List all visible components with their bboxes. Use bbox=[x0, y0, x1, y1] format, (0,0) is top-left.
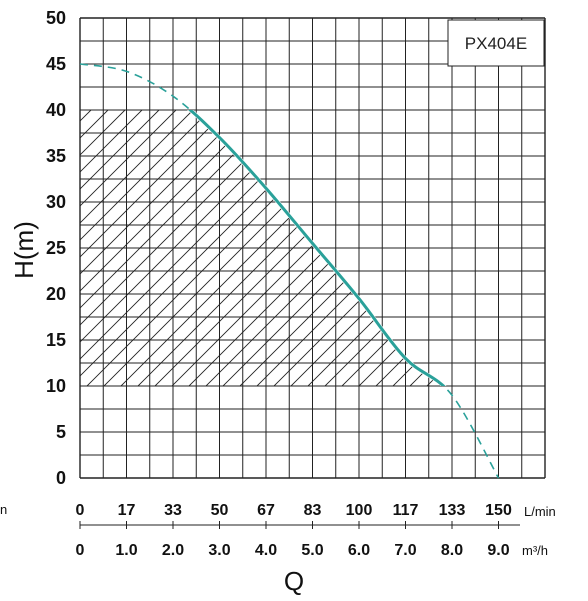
y-tick-label: 35 bbox=[46, 146, 66, 166]
x-unit-lmin: L/min bbox=[524, 504, 556, 519]
y-tick-label: 25 bbox=[46, 238, 66, 258]
hatch-line bbox=[80, 110, 279, 386]
x-tick-label-m3h: 7.0 bbox=[394, 542, 416, 559]
hatch-line bbox=[80, 110, 143, 386]
hatch-line bbox=[80, 110, 194, 386]
x-tick-label-lmin: 117 bbox=[393, 502, 419, 519]
y-tick-label: 15 bbox=[46, 330, 66, 350]
legend-box bbox=[447, 19, 545, 67]
legend: PX404E bbox=[447, 19, 545, 67]
x-tick-label-m3h: 8.0 bbox=[441, 542, 463, 559]
y-axis-title: H(m) bbox=[9, 221, 39, 279]
x-tick-label-lmin: 133 bbox=[439, 502, 466, 519]
x-tick-label-m3h: 2.0 bbox=[162, 542, 184, 559]
y-tick-label: 0 bbox=[56, 468, 66, 488]
x-unit-m3h: m³/h bbox=[522, 543, 548, 558]
x-tick-label-lmin: 0 bbox=[76, 502, 85, 519]
y-tick-label: 45 bbox=[46, 54, 66, 74]
x-tick-label-m3h: 3.0 bbox=[208, 542, 230, 559]
hatch-line bbox=[80, 110, 245, 386]
x-tick-label-lmin: 83 bbox=[304, 502, 322, 519]
y-tick-label: 20 bbox=[46, 284, 66, 304]
y-tick-labels: 0 5 10 15 20 25 30 35 40 45 50 bbox=[46, 8, 66, 488]
series-line-solid bbox=[187, 110, 446, 386]
hatch-line bbox=[80, 110, 228, 386]
x-tick-label-lmin: 100 bbox=[346, 502, 373, 519]
hatch-line bbox=[80, 110, 211, 386]
hatch-line bbox=[80, 110, 262, 386]
x-tick-label-m3h: 5.0 bbox=[301, 542, 323, 559]
curve-layer bbox=[79, 63, 500, 479]
y-tick-label: 40 bbox=[46, 100, 66, 120]
x-tick-label-lmin: 67 bbox=[257, 502, 275, 519]
x-tick-label-m3h: 1.0 bbox=[115, 542, 137, 559]
x-tick-labels: 0 17 33 50 67 83 100 117 133 150 0 1.0 2.0 3.0 4.0 5.0 6… bbox=[76, 502, 520, 559]
y-tick-label: 10 bbox=[46, 376, 66, 396]
hatch-line bbox=[80, 110, 177, 386]
y-tick-label: 50 bbox=[46, 8, 66, 28]
x-axis-title: Q bbox=[284, 566, 304, 596]
x-tick-label-lmin: 150 bbox=[485, 502, 512, 519]
x-tick-label-lmin: 33 bbox=[164, 502, 182, 519]
x-tick-label-lmin: 50 bbox=[211, 502, 229, 519]
x-tick-label-lmin: 17 bbox=[118, 502, 136, 519]
y-tick-label: 30 bbox=[46, 192, 66, 212]
hatch-line bbox=[80, 110, 160, 386]
legend-label: PX404E bbox=[465, 34, 527, 53]
y-tick-label: 5 bbox=[56, 422, 66, 442]
grid bbox=[79, 17, 546, 479]
x-tick-label-m3h: 6.0 bbox=[348, 542, 370, 559]
x-tick-label-m3h: 0 bbox=[76, 542, 85, 559]
hatch-line bbox=[324, 110, 448, 386]
edge-label: n bbox=[0, 502, 7, 517]
x-tick-label-m3h: 4.0 bbox=[255, 542, 277, 559]
x-tick-label-m3h: 9.0 bbox=[487, 542, 509, 559]
